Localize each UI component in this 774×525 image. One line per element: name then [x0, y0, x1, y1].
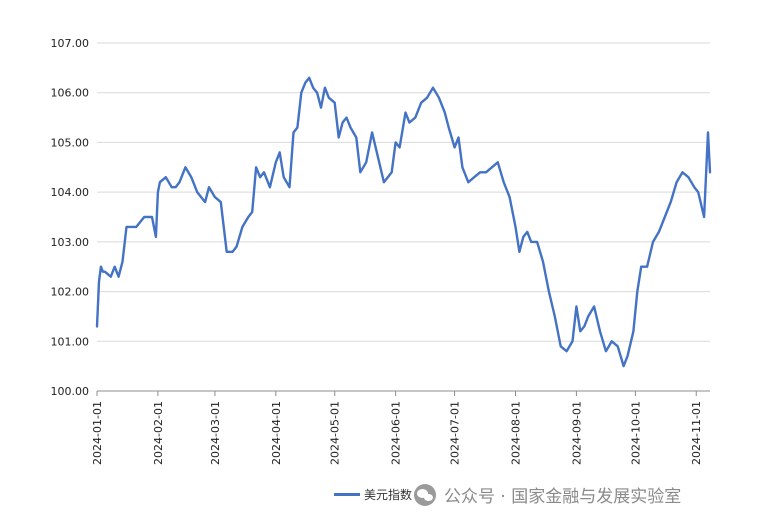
- x-tick-label: 2024-03-01: [209, 401, 222, 465]
- x-axis-ticks: 2024-01-01 2024-02-01 2024-03-01 2024-04-01…: [91, 391, 703, 465]
- watermark: 公众号 · 国家金融与发展实验室: [414, 482, 681, 507]
- y-tick-label: 101.00: [51, 335, 90, 348]
- x-tick-label: 2024-06-01: [390, 401, 403, 465]
- x-tick-label: 2024-05-01: [329, 401, 342, 465]
- watermark-text: 公众号 · 国家金融与发展实验室: [444, 487, 682, 507]
- y-tick-label: 107.00: [51, 37, 90, 50]
- x-tick-label: 2024-04-01: [270, 401, 283, 465]
- series-line: [95, 76, 712, 368]
- x-tick-label: 2024-08-01: [509, 401, 522, 465]
- y-tick-label: 104.00: [51, 186, 90, 199]
- x-tick-label: 2024-02-01: [152, 401, 165, 465]
- y-axis-ticks: 100.00 101.00 102.00 103.00 104.00 105.00 106.…: [51, 37, 90, 398]
- x-tick-label: 2024-10-01: [629, 401, 642, 465]
- series-group: [95, 76, 712, 368]
- x-tick-label: 2024-01-01: [91, 401, 104, 465]
- gridlines: [97, 42, 710, 342]
- wechat-icon: [414, 483, 436, 506]
- legend: 美元指数: [334, 486, 412, 503]
- x-tick-label: 2024-11-01: [690, 401, 703, 465]
- legend-label: 美元指数: [364, 488, 413, 502]
- legend-swatch-icon: [334, 493, 360, 496]
- y-tick-label: 106.00: [51, 87, 90, 100]
- y-tick-label: 100.00: [51, 385, 90, 398]
- y-tick-label: 105.00: [51, 136, 90, 149]
- y-tick-label: 103.00: [51, 236, 90, 249]
- x-tick-label: 2024-09-01: [570, 401, 583, 465]
- x-tick-label: 2024-07-01: [449, 401, 462, 465]
- y-tick-label: 102.00: [51, 286, 90, 299]
